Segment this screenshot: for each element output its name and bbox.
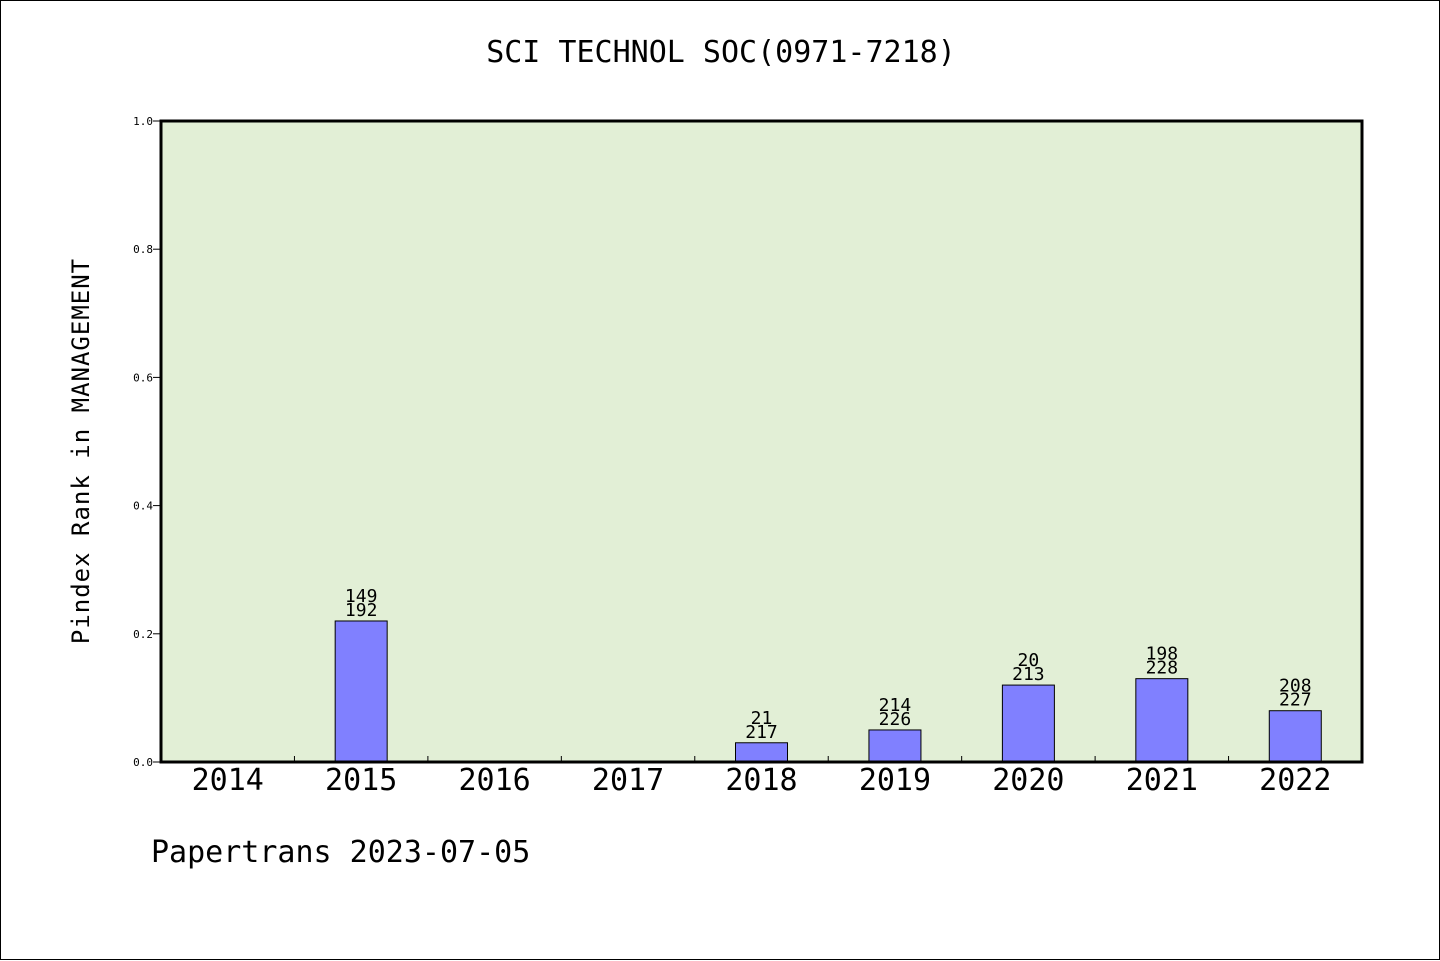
x-tick-label-2015: 2015 — [325, 763, 397, 798]
x-tick-label-2018: 2018 — [725, 763, 797, 798]
x-tick-label-2016: 2016 — [458, 763, 530, 798]
x-tick-label-2021: 2021 — [1126, 763, 1198, 798]
bar-label-top-2019: 214 — [879, 695, 912, 716]
x-tick-label-2022: 2022 — [1259, 763, 1331, 798]
bar-2022 — [1268, 710, 1322, 763]
bar-label-top-2015: 149 — [345, 586, 378, 607]
y-tick-label: 0.4 — [133, 500, 153, 513]
x-tick-label-2020: 2020 — [992, 763, 1064, 798]
plot-border — [159, 119, 1364, 764]
x-tick-label-2019: 2019 — [859, 763, 931, 798]
footer-source-date: Papertrans 2023-07-05 — [151, 835, 531, 870]
bar-label-top-2020: 20 — [1018, 650, 1040, 671]
bar-2019 — [868, 729, 922, 763]
bar-label-bottom-2021: 228 — [1146, 658, 1179, 679]
bar-label-bottom-2015: 192 — [345, 600, 378, 621]
bar-label-bottom-2020: 213 — [1012, 664, 1045, 685]
y-tick-label: 0.6 — [133, 371, 153, 384]
chart-title: SCI TECHNOL SOC(0971-7218) — [486, 35, 956, 70]
bar-2015 — [334, 620, 388, 763]
bar-2018 — [735, 742, 788, 763]
x-tick-label-2017: 2017 — [592, 763, 664, 798]
bar-label-bottom-2019: 226 — [879, 709, 912, 730]
bar-2021 — [1135, 678, 1189, 763]
x-tick-label-2014: 2014 — [192, 763, 264, 798]
bar-label-top-2022: 208 — [1279, 676, 1312, 697]
y-tick-label: 0.0 — [133, 756, 153, 769]
bar-label-bottom-2022: 227 — [1279, 690, 1312, 711]
y-tick-label: 0.2 — [133, 628, 153, 641]
y-tick-label: 1.0 — [133, 115, 153, 128]
y-tick-label: 0.8 — [133, 243, 153, 256]
bar-label-top-2018: 21 — [751, 708, 773, 729]
bar-label-top-2021: 198 — [1146, 644, 1179, 665]
bar-label-bottom-2018: 217 — [745, 722, 778, 743]
bar-2020 — [1001, 684, 1055, 763]
